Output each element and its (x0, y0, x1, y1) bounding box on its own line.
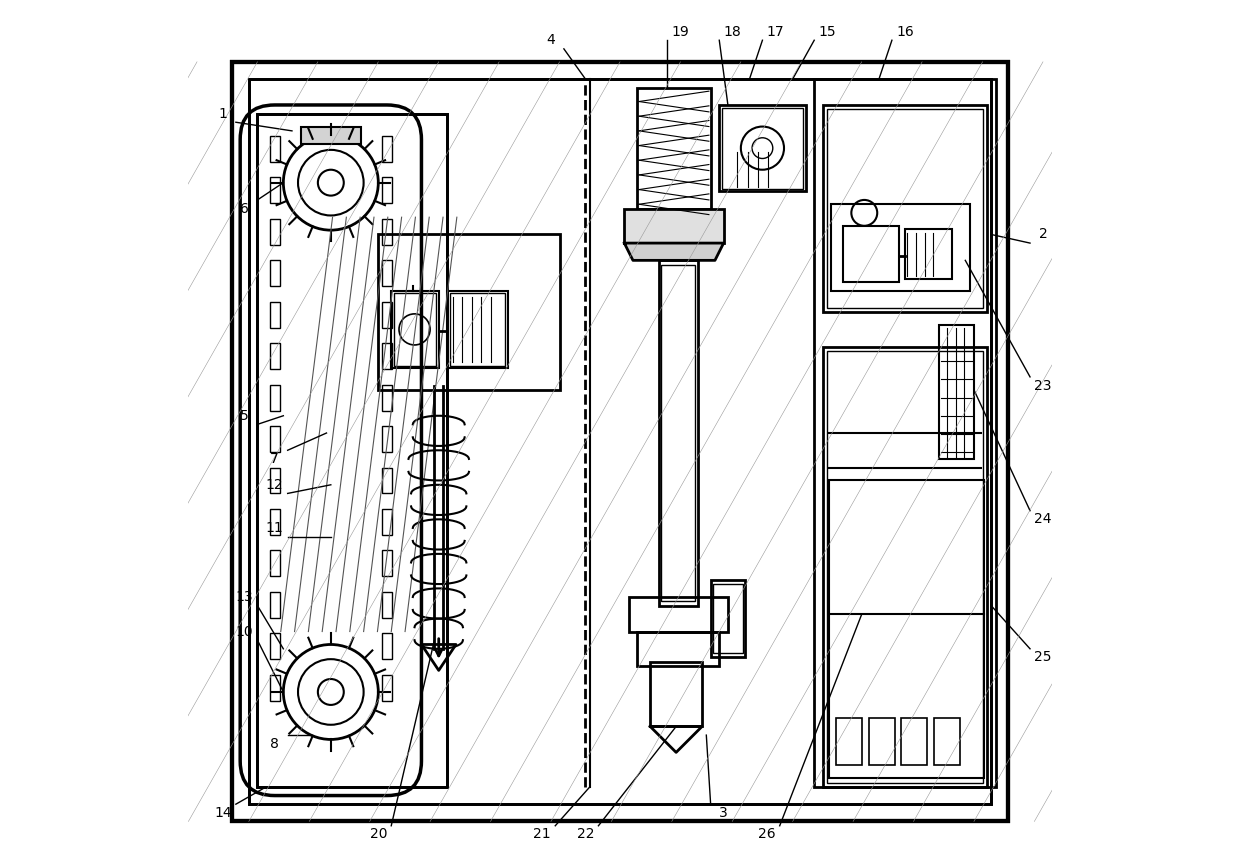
Bar (269, 343, 280, 369)
Text: 8: 8 (270, 737, 279, 751)
Bar (269, 219, 280, 245)
Text: 25: 25 (1034, 650, 1052, 664)
Text: 12: 12 (265, 478, 284, 492)
Text: 3: 3 (719, 806, 728, 820)
Text: 21: 21 (533, 827, 551, 842)
Bar (624, 209, 724, 243)
Text: 17: 17 (766, 24, 784, 39)
Bar (448, 291, 508, 368)
Bar (269, 591, 280, 617)
Text: 14: 14 (215, 806, 232, 820)
Text: 5: 5 (241, 409, 249, 423)
Text: 4: 4 (547, 33, 556, 48)
Text: 18: 18 (723, 24, 742, 39)
Bar (832, 204, 970, 291)
Bar (836, 718, 862, 766)
Bar (823, 105, 987, 312)
Text: 7: 7 (270, 452, 279, 466)
Bar (382, 136, 392, 162)
Bar (269, 301, 280, 327)
Bar (269, 551, 280, 576)
Bar (637, 87, 711, 209)
Bar (658, 261, 698, 605)
Bar (232, 61, 1008, 822)
Bar (382, 675, 392, 701)
Text: 15: 15 (818, 24, 836, 39)
Bar (940, 325, 973, 459)
Bar (843, 226, 899, 282)
Bar (269, 178, 280, 204)
Bar (382, 343, 392, 369)
Bar (269, 261, 280, 287)
Bar (450, 294, 505, 365)
Bar (394, 294, 436, 365)
Bar (382, 426, 392, 452)
Bar (258, 113, 448, 787)
Bar (650, 662, 702, 727)
Bar (637, 631, 719, 666)
Bar (382, 301, 392, 327)
Bar (629, 597, 728, 631)
Text: 24: 24 (1034, 513, 1052, 527)
Bar (269, 385, 280, 410)
Text: 19: 19 (672, 24, 689, 39)
Bar (382, 219, 392, 245)
Bar (934, 718, 960, 766)
Text: 11: 11 (265, 521, 284, 535)
Bar (828, 481, 985, 779)
Bar (722, 107, 804, 189)
Bar (258, 113, 448, 787)
Bar (269, 426, 280, 452)
Bar (269, 468, 280, 494)
Bar (382, 551, 392, 576)
Bar (661, 265, 696, 601)
Bar (719, 105, 806, 191)
Text: 2: 2 (1039, 228, 1048, 242)
Bar (823, 346, 987, 787)
Bar (827, 109, 982, 307)
Bar (815, 79, 996, 787)
Bar (382, 468, 392, 494)
Bar (232, 61, 1008, 822)
Bar (711, 579, 745, 657)
Bar (249, 79, 991, 805)
Bar (392, 291, 439, 368)
Bar (300, 126, 361, 144)
Bar (269, 509, 280, 535)
Bar (382, 385, 392, 410)
Bar (868, 718, 894, 766)
Text: 1: 1 (218, 107, 227, 120)
Polygon shape (624, 243, 724, 261)
Bar (382, 178, 392, 204)
Bar (827, 351, 982, 783)
Bar (378, 235, 559, 390)
Bar (901, 718, 928, 766)
Bar (382, 591, 392, 617)
Text: 13: 13 (236, 590, 253, 604)
Text: 22: 22 (577, 827, 594, 842)
Bar (249, 79, 991, 805)
Bar (382, 509, 392, 535)
Bar (905, 229, 952, 280)
Bar (269, 136, 280, 162)
Text: 23: 23 (1034, 378, 1052, 392)
Bar (269, 675, 280, 701)
Bar (382, 633, 392, 659)
Text: 10: 10 (236, 624, 253, 638)
Bar (713, 584, 743, 653)
Text: 6: 6 (241, 202, 249, 216)
Bar (382, 261, 392, 287)
Text: 20: 20 (370, 827, 387, 842)
Text: 16: 16 (897, 24, 914, 39)
Text: 26: 26 (758, 827, 775, 842)
Bar (269, 633, 280, 659)
